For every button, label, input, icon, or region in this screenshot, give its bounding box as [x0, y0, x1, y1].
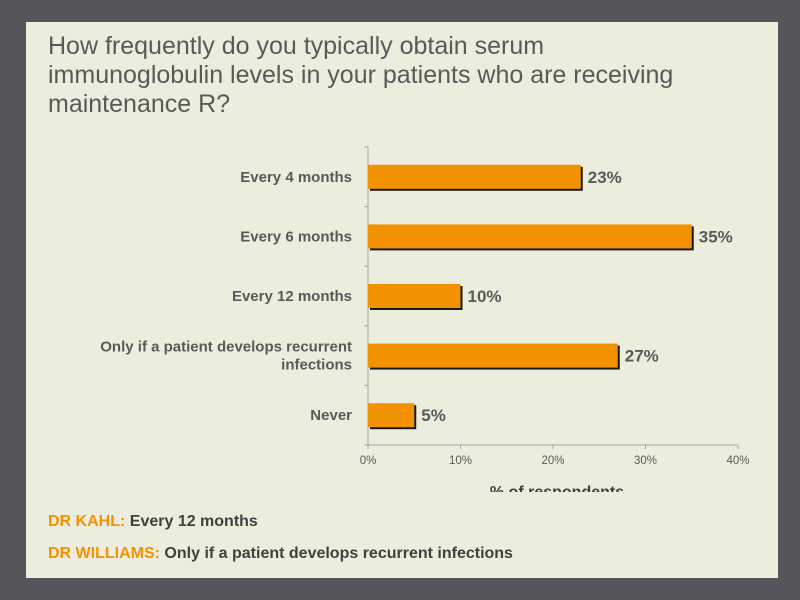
answer-dr-kahl-name: DR KAHL: [48, 513, 126, 530]
data-label: 35% [699, 227, 733, 246]
bar [368, 343, 618, 368]
slide: How frequently do you typically obtain s… [26, 22, 778, 578]
bar [368, 403, 415, 428]
category-label: Only if a patient develops recurrent infe… [100, 339, 352, 374]
data-label: 27% [625, 347, 659, 366]
category-label: Every 12 months [232, 288, 352, 305]
category-label: Never [310, 407, 352, 424]
category-label-line: infections [281, 357, 352, 374]
x-tick-label: 30% [634, 455, 657, 467]
category-label-line: Every 4 months [240, 169, 352, 186]
category-label: Every 6 months [240, 228, 352, 245]
answer-dr-williams-text: Only if a patient develops recurrent inf… [159, 545, 513, 562]
bar [368, 164, 581, 189]
chart-title: How frequently do you typically obtain s… [48, 32, 674, 118]
answer-dr-kahl: DR KAHL: Every 12 months [48, 513, 258, 531]
category-label-line: Every 12 months [232, 288, 352, 305]
x-tick-label: 40% [726, 455, 749, 467]
bar [368, 224, 692, 249]
x-tick-label: 20% [541, 455, 564, 467]
answer-dr-kahl-text: Every 12 months [125, 513, 258, 530]
x-tick-label: 0% [360, 455, 377, 467]
x-axis-title: % of respondents [490, 484, 624, 492]
category-label-line: Never [310, 407, 352, 424]
category-label: Every 4 months [240, 169, 352, 186]
category-label-line: Every 6 months [240, 228, 352, 245]
answer-dr-williams: DR WILLIAMS: Only if a patient develops … [48, 545, 513, 563]
bar [368, 284, 461, 308]
data-label: 23% [588, 168, 622, 187]
x-tick-label: 10% [449, 455, 472, 467]
category-label-line: Only if a patient develops recurrent [100, 339, 352, 356]
data-label: 5% [421, 406, 446, 425]
data-label: 10% [468, 287, 502, 306]
bar-chart: 0% 10% 20% 30% 40% 23% Every 4 months 35% Every … [100, 146, 750, 492]
answer-dr-williams-name: DR WILLIAMS: [48, 545, 160, 562]
